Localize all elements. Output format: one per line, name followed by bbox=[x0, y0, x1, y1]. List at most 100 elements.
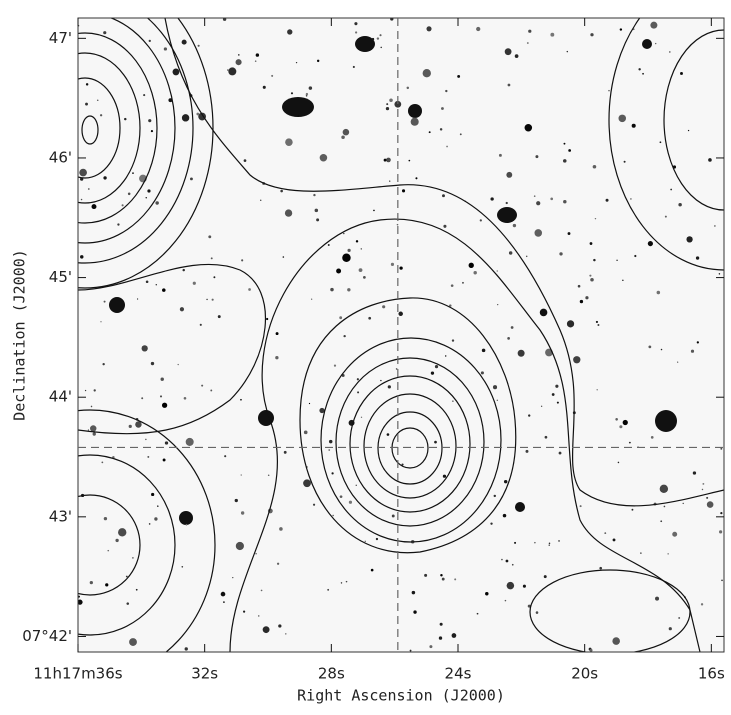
star bbox=[340, 582, 343, 584]
star bbox=[544, 435, 548, 439]
star bbox=[434, 440, 437, 444]
star bbox=[197, 44, 200, 47]
y-axis-title: Declination (J2000) bbox=[11, 249, 29, 421]
star bbox=[655, 42, 657, 45]
star bbox=[163, 47, 168, 51]
star bbox=[220, 591, 226, 597]
star bbox=[687, 129, 690, 132]
star bbox=[605, 198, 609, 202]
star bbox=[441, 577, 445, 581]
star bbox=[127, 192, 131, 196]
star bbox=[589, 274, 592, 277]
star bbox=[714, 225, 716, 227]
star bbox=[161, 402, 168, 408]
star bbox=[275, 332, 279, 336]
star bbox=[449, 304, 452, 307]
star bbox=[234, 498, 238, 503]
star bbox=[622, 279, 624, 282]
star bbox=[630, 198, 632, 200]
star bbox=[383, 158, 387, 162]
star bbox=[442, 194, 445, 198]
star bbox=[389, 98, 393, 102]
star bbox=[210, 389, 213, 392]
x-tick-label: 24s bbox=[445, 665, 472, 683]
star bbox=[312, 503, 316, 506]
star bbox=[411, 590, 416, 595]
star bbox=[181, 39, 187, 45]
star bbox=[105, 583, 109, 587]
star bbox=[380, 379, 382, 382]
star bbox=[555, 384, 559, 388]
star bbox=[181, 565, 184, 568]
star bbox=[596, 389, 598, 391]
star bbox=[612, 637, 620, 645]
star bbox=[589, 242, 593, 245]
star bbox=[721, 579, 723, 582]
star bbox=[89, 580, 93, 585]
star bbox=[266, 317, 269, 321]
star bbox=[343, 334, 346, 338]
star bbox=[125, 575, 128, 578]
star bbox=[473, 271, 477, 275]
star bbox=[87, 429, 90, 431]
star bbox=[217, 315, 221, 319]
star bbox=[185, 437, 194, 446]
star bbox=[505, 559, 509, 563]
x-tick-label: 32s bbox=[191, 665, 218, 683]
star bbox=[439, 128, 443, 131]
star bbox=[87, 188, 90, 190]
star bbox=[240, 511, 245, 515]
star bbox=[260, 199, 262, 201]
star bbox=[720, 447, 723, 450]
star bbox=[568, 149, 572, 152]
star bbox=[262, 626, 270, 634]
star bbox=[295, 61, 298, 64]
star bbox=[85, 102, 88, 106]
star bbox=[192, 281, 196, 285]
star bbox=[213, 276, 216, 279]
star bbox=[497, 304, 499, 306]
star bbox=[386, 433, 390, 436]
star bbox=[524, 123, 533, 132]
star bbox=[93, 389, 96, 392]
star bbox=[368, 316, 372, 320]
star bbox=[285, 138, 293, 146]
star bbox=[96, 99, 99, 102]
star bbox=[371, 37, 375, 41]
star bbox=[278, 624, 282, 628]
star bbox=[375, 537, 379, 541]
star bbox=[490, 197, 494, 201]
star bbox=[594, 217, 597, 220]
star bbox=[528, 29, 532, 33]
star bbox=[358, 268, 363, 272]
star bbox=[390, 18, 394, 21]
star bbox=[279, 527, 283, 531]
star bbox=[579, 505, 582, 508]
star bbox=[319, 153, 328, 162]
star bbox=[284, 209, 293, 217]
star bbox=[128, 424, 132, 428]
star bbox=[290, 92, 294, 95]
star bbox=[504, 48, 512, 56]
star bbox=[567, 232, 571, 235]
star bbox=[525, 255, 528, 258]
y-tick-label: 07°42' bbox=[22, 627, 72, 645]
star bbox=[677, 361, 679, 363]
star bbox=[563, 142, 566, 145]
star bbox=[103, 31, 107, 35]
star bbox=[222, 18, 227, 21]
star bbox=[210, 257, 213, 260]
star bbox=[385, 106, 390, 111]
star-field bbox=[78, 18, 723, 652]
star bbox=[333, 364, 337, 367]
star bbox=[240, 398, 242, 401]
star bbox=[283, 450, 287, 454]
star bbox=[328, 439, 333, 444]
star bbox=[196, 112, 200, 116]
star bbox=[145, 438, 147, 441]
star bbox=[331, 472, 334, 475]
star bbox=[107, 549, 110, 552]
star bbox=[517, 349, 525, 357]
star bbox=[514, 54, 519, 58]
star bbox=[255, 53, 260, 57]
